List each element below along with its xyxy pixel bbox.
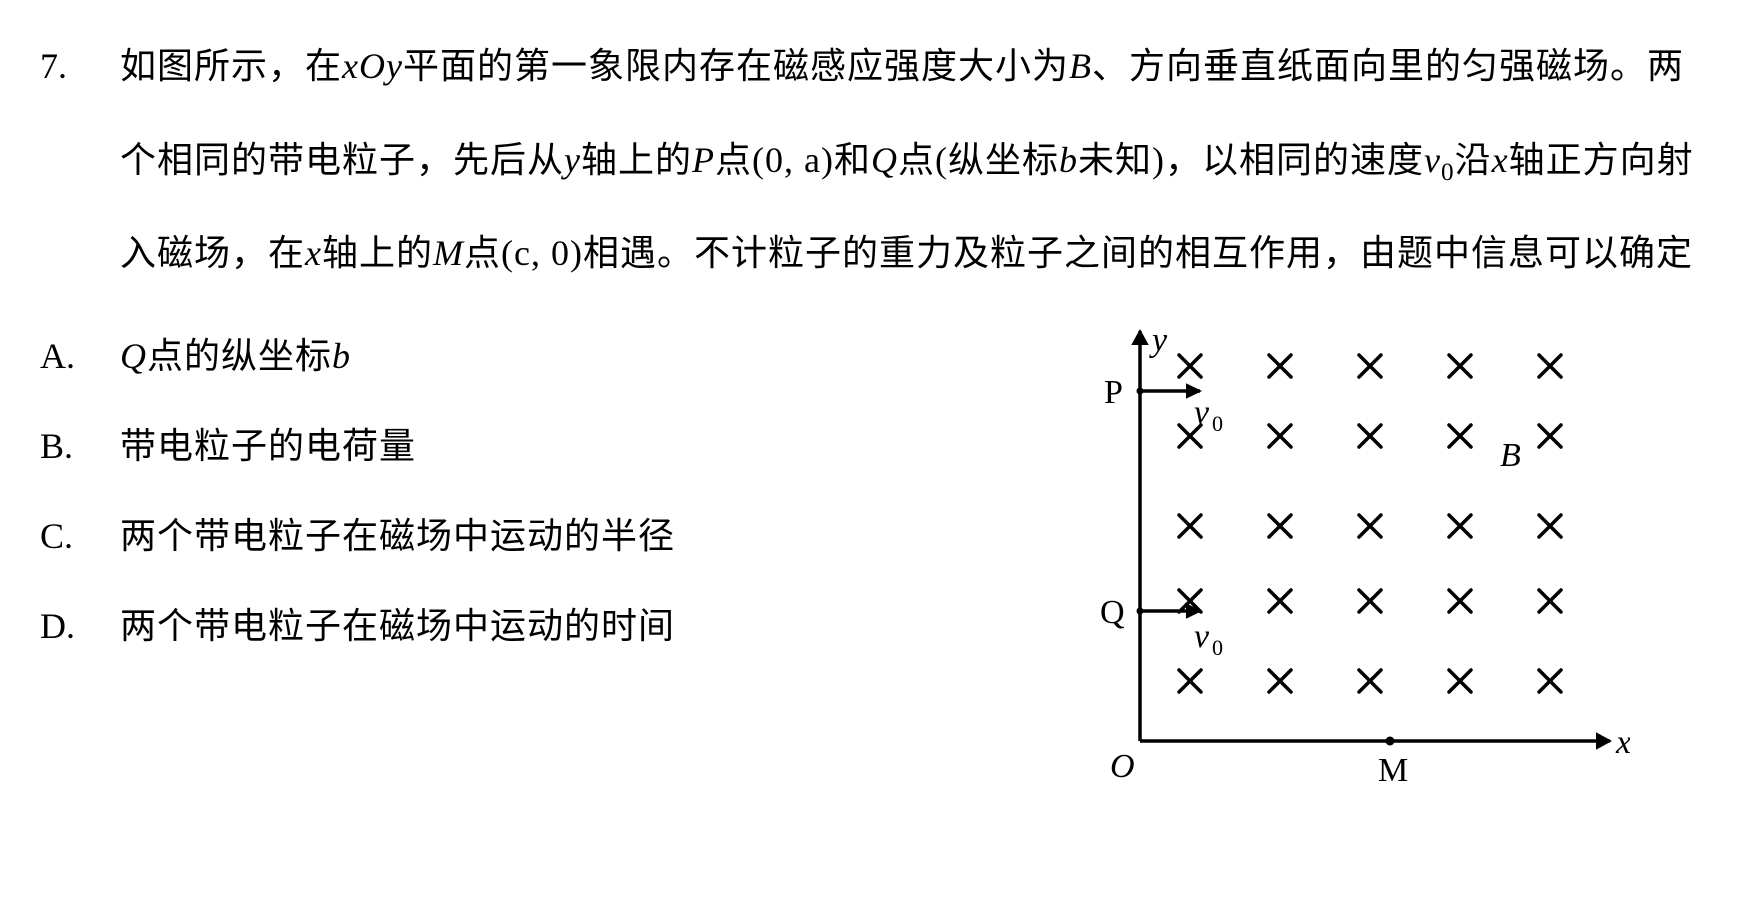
question-number: 7. bbox=[40, 20, 120, 114]
stem-t2: 平面的第一象限内存在磁感应强度大小为 bbox=[403, 46, 1069, 86]
question-stem: 如图所示，在xOy平面的第一象限内存在磁感应强度大小为B、方向垂直纸面向里的匀强… bbox=[120, 20, 1715, 301]
stem-m8a: v bbox=[1424, 140, 1441, 180]
question-row: 7. 如图所示，在xOy平面的第一象限内存在磁感应强度大小为B、方向垂直纸面向里… bbox=[40, 20, 1715, 301]
stem-t13: 相遇。不计粒子的重力及粒子之间的相互作用，由题中信息可以确定 bbox=[583, 233, 1693, 273]
option-A-letter: A. bbox=[40, 311, 120, 401]
stem-t8: 未知)，以相同的速度 bbox=[1078, 140, 1424, 180]
stem-m4: P bbox=[692, 140, 715, 180]
stem-m12: (c, 0) bbox=[501, 233, 583, 273]
option-A-text: Q点的纵坐标b bbox=[120, 311, 1040, 401]
svg-text:x: x bbox=[1615, 724, 1630, 761]
stem-t5: 点 bbox=[715, 140, 752, 180]
stem-m5: (0, a) bbox=[752, 140, 834, 180]
stem-t11: 轴上的 bbox=[322, 233, 433, 273]
option-B-letter: B. bbox=[40, 401, 120, 491]
option-D: D. 两个带电粒子在磁场中运动的时间 bbox=[40, 581, 1040, 671]
stem-m7: b bbox=[1059, 140, 1078, 180]
option-C-letter: C. bbox=[40, 491, 120, 581]
stem-m6: Q bbox=[871, 140, 898, 180]
svg-text:M: M bbox=[1378, 752, 1408, 789]
svg-text:y: y bbox=[1149, 322, 1168, 359]
option-D-letter: D. bbox=[40, 581, 120, 671]
option-C-text: 两个带电粒子在磁场中运动的半径 bbox=[120, 491, 1040, 581]
page: 7. 如图所示，在xOy平面的第一象限内存在磁感应强度大小为B、方向垂直纸面向里… bbox=[0, 0, 1755, 911]
options: A. Q点的纵坐标b B. 带电粒子的电荷量 C. 两个带电粒子在磁场中运动的半… bbox=[40, 311, 1040, 671]
svg-text:v: v bbox=[1194, 394, 1210, 431]
figure-wrap: yxOPv0Qv0MB bbox=[1040, 311, 1715, 791]
option-C: C. 两个带电粒子在磁场中运动的半径 bbox=[40, 491, 1040, 581]
stem-m10: x bbox=[305, 233, 322, 273]
stem-t1: 如图所示，在 bbox=[120, 46, 342, 86]
stem-m3: y bbox=[564, 140, 581, 180]
svg-text:O: O bbox=[1110, 748, 1135, 785]
svg-text:Q: Q bbox=[1100, 594, 1125, 631]
physics-figure: yxOPv0Qv0MB bbox=[1070, 311, 1630, 791]
svg-text:0: 0 bbox=[1212, 411, 1223, 436]
stem-m2: B bbox=[1069, 46, 1092, 86]
stem-t12: 点 bbox=[464, 233, 501, 273]
option-A-m2: b bbox=[332, 336, 351, 376]
svg-text:B: B bbox=[1500, 437, 1521, 474]
stem-t4: 轴上的 bbox=[581, 140, 692, 180]
stem-t6: 和 bbox=[834, 140, 871, 180]
option-A-m1: Q bbox=[120, 336, 147, 376]
option-D-text: 两个带电粒子在磁场中运动的时间 bbox=[120, 581, 1040, 671]
stem-m11: M bbox=[433, 233, 464, 273]
svg-text:P: P bbox=[1104, 374, 1123, 411]
option-B-text: 带电粒子的电荷量 bbox=[120, 401, 1040, 491]
svg-text:v: v bbox=[1194, 618, 1210, 655]
stem-t9: 沿 bbox=[1455, 140, 1492, 180]
stem-m9: x bbox=[1492, 140, 1509, 180]
option-B: B. 带电粒子的电荷量 bbox=[40, 401, 1040, 491]
svg-text:0: 0 bbox=[1212, 635, 1223, 660]
stem-m1: xOy bbox=[342, 46, 403, 86]
option-A: A. Q点的纵坐标b bbox=[40, 311, 1040, 401]
stem-t7: 点(纵坐标 bbox=[898, 140, 1059, 180]
option-A-t1: 点的纵坐标 bbox=[147, 336, 332, 376]
stem-m8b: 0 bbox=[1441, 159, 1455, 186]
lower-row: A. Q点的纵坐标b B. 带电粒子的电荷量 C. 两个带电粒子在磁场中运动的半… bbox=[40, 311, 1715, 791]
